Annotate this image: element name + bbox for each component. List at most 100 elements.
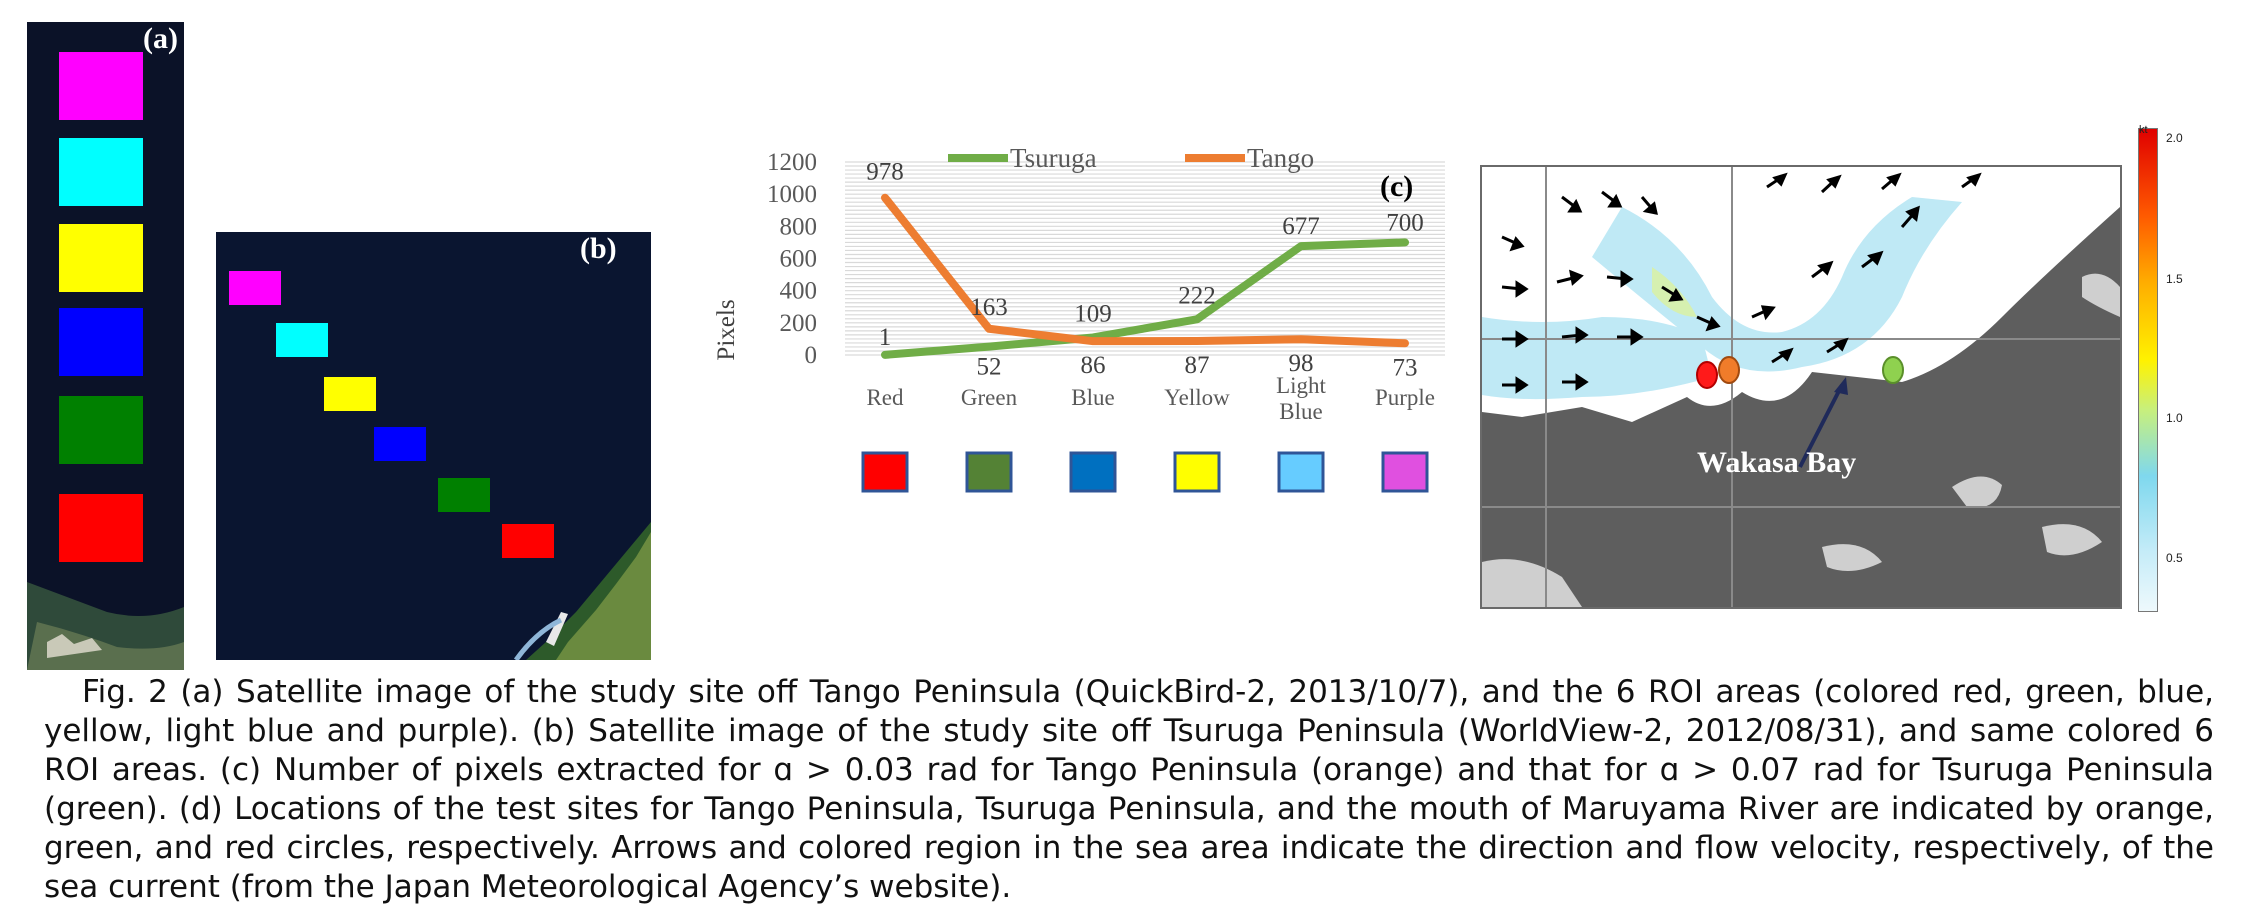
current-arrow bbox=[1640, 196, 1658, 215]
satellite-image-a: (a) bbox=[27, 22, 184, 670]
category-swatch bbox=[965, 451, 1013, 493]
current-arrow bbox=[1961, 172, 1982, 189]
data-label-tsuruga: 677 bbox=[1282, 213, 1320, 240]
roi-green-a bbox=[59, 396, 143, 464]
chart-data-labels: 1 52 109 222 677 700 978 163 86 87 98 73 bbox=[866, 159, 1424, 382]
category-swatch bbox=[861, 451, 909, 493]
current-arrow bbox=[1562, 373, 1589, 391]
panel-label-c: (c) bbox=[1380, 170, 1414, 203]
chart-y-ticks: 0 200 400 600 800 1000 1200 bbox=[767, 149, 817, 369]
colorbar-tick: 1.5 bbox=[2166, 272, 2183, 286]
satellite-a-coast bbox=[27, 582, 184, 670]
current-arrow bbox=[1556, 269, 1584, 286]
current-arrow bbox=[1820, 174, 1842, 194]
chart-lines bbox=[881, 193, 1409, 359]
x-tick-label: Purple bbox=[1375, 385, 1435, 410]
y-tick-label: 800 bbox=[780, 213, 818, 240]
marker-green bbox=[1882, 356, 1904, 384]
category-swatch bbox=[1069, 451, 1117, 493]
current-arrows bbox=[1501, 172, 1982, 394]
x-tick-label: Blue bbox=[1071, 385, 1114, 410]
roi-blue-b bbox=[374, 427, 426, 461]
y-tick-label: 600 bbox=[780, 246, 818, 273]
category-swatch bbox=[1277, 451, 1325, 493]
roi-blue-a bbox=[59, 308, 143, 376]
legend-label-tango: Tango bbox=[1247, 143, 1314, 173]
data-label-tsuruga: 222 bbox=[1178, 282, 1216, 309]
panel-label-b: (b) bbox=[580, 232, 617, 265]
colorbar-tick: 1.0 bbox=[2166, 411, 2183, 425]
current-arrow bbox=[1696, 315, 1721, 332]
x-tick-label: Light bbox=[1276, 373, 1326, 398]
current-arrow bbox=[1811, 260, 1834, 279]
roi-cyan-b bbox=[276, 323, 328, 357]
current-arrow bbox=[1502, 330, 1529, 348]
current-arrow bbox=[1606, 270, 1634, 288]
current-arrow bbox=[1601, 190, 1623, 208]
colorbar-tick: 0.5 bbox=[2166, 551, 2183, 565]
data-label-tsuruga: 109 bbox=[1074, 300, 1112, 327]
y-tick-label: 0 bbox=[805, 342, 818, 369]
marker-red bbox=[1696, 361, 1718, 389]
current-arrow bbox=[1561, 326, 1589, 344]
data-label-tsuruga: 700 bbox=[1386, 209, 1424, 236]
data-label-tango: 163 bbox=[970, 294, 1008, 321]
velocity-colorbar bbox=[2138, 128, 2158, 612]
data-label-tango: 86 bbox=[1081, 352, 1106, 379]
map-svg: Wakasa Bay bbox=[1482, 167, 2120, 607]
current-arrow bbox=[1861, 250, 1884, 269]
roi-yellow-b bbox=[324, 377, 376, 411]
sea-current-map: Wakasa Bay (d) bbox=[1480, 165, 2122, 609]
current-arrow bbox=[1766, 172, 1788, 189]
current-arrow bbox=[1617, 328, 1644, 346]
current-arrow bbox=[1661, 285, 1684, 302]
bay-pointer-arrow bbox=[1798, 384, 1844, 468]
current-arrow bbox=[1501, 235, 1525, 252]
panel-label-a: (a) bbox=[143, 22, 178, 55]
roi-red-a bbox=[59, 494, 143, 562]
satellite-image-b: (b) bbox=[216, 232, 651, 660]
chart-legend: Tsuruga Tango bbox=[948, 143, 1314, 173]
x-tick-label: Red bbox=[866, 385, 904, 410]
marker-orange bbox=[1718, 356, 1740, 384]
roi-green-b bbox=[438, 478, 490, 512]
y-tick-label: 1200 bbox=[767, 149, 817, 176]
current-arrow bbox=[1881, 172, 1902, 191]
roi-red-b bbox=[502, 524, 554, 558]
chart-category-swatches bbox=[861, 451, 1429, 493]
panel-label-d: (d) bbox=[2052, 181, 2089, 214]
series-line-tsuruga bbox=[881, 238, 1409, 359]
data-label-tango: 98 bbox=[1289, 350, 1314, 377]
y-tick-label: 400 bbox=[780, 278, 818, 305]
data-label-tango: 978 bbox=[866, 159, 904, 186]
y-tick-label: 1000 bbox=[767, 181, 817, 208]
chart-svg: 0 200 400 600 800 1000 1200 1 52 109 222 677 700 978… bbox=[713, 143, 1445, 493]
current-arrow bbox=[1751, 305, 1776, 321]
data-label-tango: 87 bbox=[1185, 352, 1210, 379]
data-label-tsuruga: 1 bbox=[879, 324, 892, 351]
current-arrow bbox=[1771, 347, 1794, 364]
satellite-b-coast bbox=[513, 522, 651, 660]
roi-magenta-b bbox=[229, 271, 281, 305]
x-tick-label: Yellow bbox=[1164, 385, 1230, 410]
roi-magenta-a bbox=[59, 52, 143, 120]
roi-cyan-a bbox=[59, 138, 143, 206]
colorbar-unit: kt bbox=[2139, 124, 2148, 136]
category-swatch bbox=[1381, 451, 1429, 493]
category-swatch bbox=[1173, 451, 1221, 493]
series-line-tango bbox=[881, 193, 1409, 348]
y-axis-label: Pixels bbox=[713, 299, 740, 360]
data-label-tango: 73 bbox=[1393, 354, 1418, 381]
x-tick-label: Blue bbox=[1279, 399, 1322, 424]
x-tick-label: Green bbox=[961, 385, 1018, 410]
current-arrow bbox=[1502, 376, 1529, 394]
legend-label-tsuruga: Tsuruga bbox=[1010, 143, 1097, 173]
bay-label: Wakasa Bay bbox=[1697, 446, 1856, 479]
current-arrow bbox=[1900, 205, 1920, 228]
data-label-tsuruga: 52 bbox=[977, 354, 1002, 381]
line-chart: 0 200 400 600 800 1000 1200 1 52 109 222 677 700 978… bbox=[700, 120, 1460, 630]
figure-caption: Fig. 2 (a) Satellite image of the study … bbox=[44, 674, 2214, 905]
current-arrow bbox=[1501, 280, 1529, 298]
colorbar-tick: 2.0 bbox=[2166, 131, 2183, 145]
